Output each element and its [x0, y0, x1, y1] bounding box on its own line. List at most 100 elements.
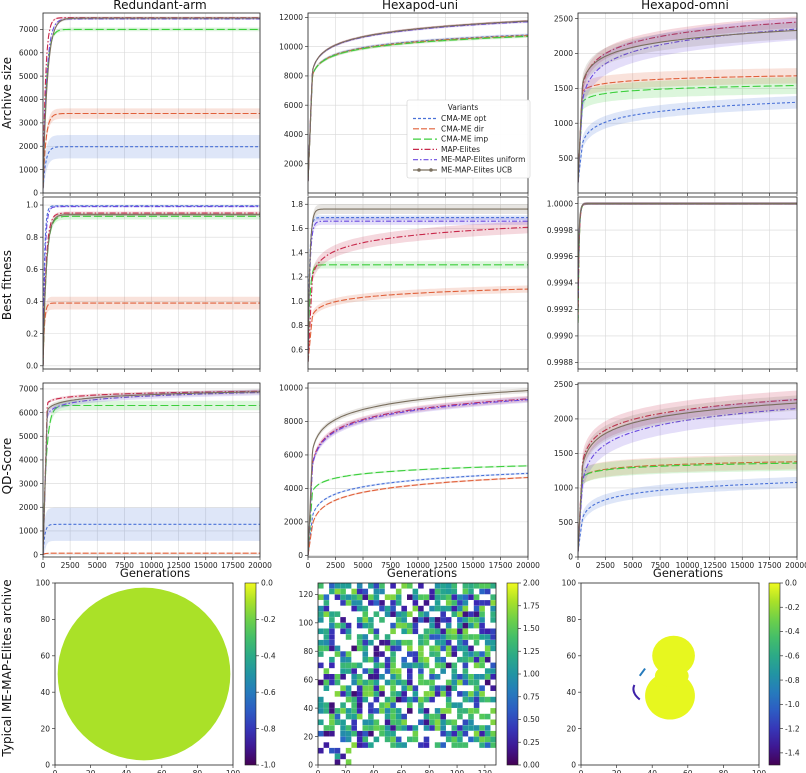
colorbar-tick-label: -0.6 [261, 688, 276, 697]
y-tick-label: 0 [45, 761, 50, 770]
legend-marker [417, 168, 421, 172]
series-cma-me-imp [308, 264, 528, 362]
colorbar-tick-label: -0.8 [261, 724, 276, 733]
band-me-map-elites-ucb [578, 395, 797, 557]
y-tick-label: 0.4 [26, 297, 38, 306]
y-tick-label: 20 [303, 732, 313, 741]
x-tick-label: 7500 [381, 561, 400, 570]
plot-qd-hexomni: 0 500 1000 1500 2000 2500 0 2500 5000 7500 10000 12… [554, 380, 806, 570]
y-tick-label: 0 [308, 761, 313, 770]
x-tick-label: 10000 [140, 561, 164, 570]
y-tick-label: 10000 [279, 42, 303, 51]
x-tick-label: 0 [53, 769, 58, 773]
y-tick-label: 0 [568, 553, 573, 562]
colorbar-tick-label: -0.2 [261, 615, 276, 624]
y-tick-label: 1.6 [291, 224, 303, 233]
series-cma-me-dir [308, 35, 528, 182]
series-cma-me-imp [43, 28, 260, 189]
y-tick-label: 60 [566, 652, 576, 661]
series-me-map-elites-ucb [578, 29, 797, 183]
y-tick-label: 10000 [279, 384, 303, 393]
series-cma-me-imp [308, 465, 528, 556]
x-tick-label: 5000 [623, 561, 642, 570]
x-tick-label: 17500 [221, 561, 245, 570]
colorbar-tick-label: -0.4 [261, 652, 276, 661]
x-tick-label: 10000 [406, 561, 430, 570]
series-me-map-elites-uniform [578, 28, 797, 183]
series-me-map-elites-ucb [43, 214, 260, 366]
y-tick-label: 500 [559, 518, 574, 527]
y-tick-label: 80 [566, 615, 576, 624]
colorbar-tick-label: -0.8 [785, 676, 800, 685]
plot-archive-redundant: 0 1000 2000 3000 4000 5000 6000 7000 [19, 12, 261, 198]
y-tick-label: 8000 [284, 72, 303, 81]
y-tick-label: 120 [299, 590, 314, 599]
colorbar [506, 582, 519, 766]
x-tick-label: 12500 [167, 561, 191, 570]
y-tick-label: 1.0 [26, 201, 38, 210]
colorbar-tick-label: 2.00 [523, 579, 540, 588]
y-tick-label: 2000 [284, 518, 303, 527]
y-tick-label: 0.9990 [547, 332, 573, 341]
y-tick-label: 0 [33, 189, 38, 198]
series-cma-me-dir [308, 288, 528, 362]
y-tick-label: 6000 [19, 48, 38, 57]
y-tick-label: 1500 [554, 84, 573, 93]
y-tick-label: 6000 [284, 101, 303, 110]
x-tick-label: 0 [41, 561, 46, 570]
y-tick-label: 0.6 [291, 345, 303, 354]
series-map-elites [308, 226, 528, 362]
y-tick-label: 0 [571, 761, 576, 770]
x-tick-label: 15000 [730, 561, 754, 570]
series-cma-me-dir [308, 476, 528, 556]
series-me-map-elites-ucb [578, 203, 797, 283]
x-tick-label: 15000 [194, 561, 218, 570]
band-me-map-elites-ucb [578, 22, 797, 191]
y-tick-label: 0.9994 [547, 279, 573, 288]
x-tick-label: 20 [612, 769, 622, 773]
series-me-map-elites-uniform [43, 206, 260, 366]
y-tick-label: 0.9988 [547, 358, 573, 367]
x-tick-label: 120 [478, 769, 493, 773]
series-me-map-elites-ucb [308, 20, 528, 182]
band-cma-me-opt [578, 476, 797, 557]
series-cma-me-dir [43, 112, 260, 189]
y-tick-label: 6000 [19, 408, 38, 417]
legend-label-cma-me-opt: CMA-ME opt [441, 114, 486, 123]
legend-label-me-map-elites-ucb: ME-MAP-Elites UCB [441, 166, 512, 175]
band-cma-me-opt [578, 96, 797, 189]
band-me-map-elites-uniform [578, 398, 797, 557]
y-tick-label: 20 [40, 724, 50, 733]
map-frame [317, 582, 497, 766]
colorbar-tick-label: -1.0 [785, 700, 800, 709]
band-map-elites [578, 390, 797, 557]
row-label-archive-size: Archive size [0, 57, 14, 129]
y-tick-label: 2000 [284, 159, 303, 168]
y-tick-label: 1500 [554, 449, 573, 458]
y-tick-label: 0.9996 [547, 252, 573, 261]
y-tick-label: 100 [36, 579, 51, 588]
x-tick-label: 12500 [703, 561, 727, 570]
series-cma-me-dir [43, 552, 260, 556]
series-me-map-elites-ucb [43, 391, 260, 555]
y-tick-label: 40 [303, 704, 313, 713]
xlabel-hexapod-omni: Generations [653, 566, 723, 580]
band-cma-me-opt [43, 507, 260, 557]
colorbar-tick-label: 0.25 [523, 738, 540, 747]
xlabel-hexapod-uni: Generations [387, 566, 457, 580]
x-tick-label: 80 [424, 769, 434, 773]
x-tick-label: 5000 [88, 561, 107, 570]
series-cma-me-dir [43, 302, 260, 366]
y-tick-label: 100 [562, 579, 577, 588]
x-tick-label: 20000 [516, 561, 540, 570]
colorbar-tick-label: 1.75 [523, 601, 540, 610]
y-tick-label: 0 [298, 551, 303, 560]
band-cma-me-dir [43, 108, 260, 193]
series-me-map-elites-ucb [43, 17, 260, 189]
series-cma-me-opt [308, 472, 528, 556]
x-tick-label: 2500 [326, 561, 345, 570]
x-tick-label: 40 [121, 769, 131, 773]
y-tick-label: 0.9998 [547, 226, 573, 235]
colorbar-tick-label: -1.4 [785, 749, 800, 758]
y-tick-label: 4000 [284, 484, 303, 493]
